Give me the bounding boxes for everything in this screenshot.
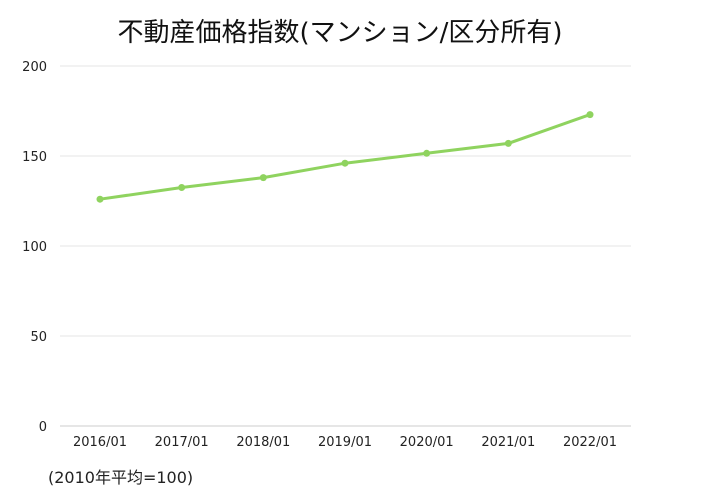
data-point: [96, 195, 104, 203]
x-tick-label: 2017/01: [155, 435, 209, 450]
x-tick-label: 2016/01: [73, 435, 127, 450]
data-point: [341, 159, 349, 167]
x-tick-label: 2018/01: [236, 435, 290, 450]
series: [96, 111, 594, 203]
data-point: [586, 111, 594, 119]
data-point: [423, 149, 431, 157]
gridlines: [60, 65, 631, 337]
y-tick-label: 100: [22, 240, 47, 255]
data-point: [504, 139, 512, 147]
chart-title: 不動産価格指数(マンション/区分所有): [117, 18, 563, 48]
x-tick-label: 2022/01: [563, 435, 617, 450]
chart-note: (2010年平均=100): [48, 468, 194, 487]
y-tick-label: 200: [22, 60, 47, 75]
x-tick-label: 2019/01: [318, 435, 372, 450]
x-tick-label: 2020/01: [400, 435, 454, 450]
series-line: [98, 113, 592, 201]
y-tick-label: 0: [39, 420, 47, 435]
data-point: [259, 174, 267, 182]
x-tick-label: 2021/01: [481, 435, 535, 450]
data-point: [178, 184, 186, 191]
x-tick-labels: 2016/01 2017/01 2018/01 2019/01 2020/01 2021/…: [73, 435, 617, 450]
y-tick-label: 50: [30, 330, 47, 345]
y-tick-label: 150: [22, 150, 47, 165]
y-tick-labels: 0 50 100 150 200: [22, 60, 47, 435]
